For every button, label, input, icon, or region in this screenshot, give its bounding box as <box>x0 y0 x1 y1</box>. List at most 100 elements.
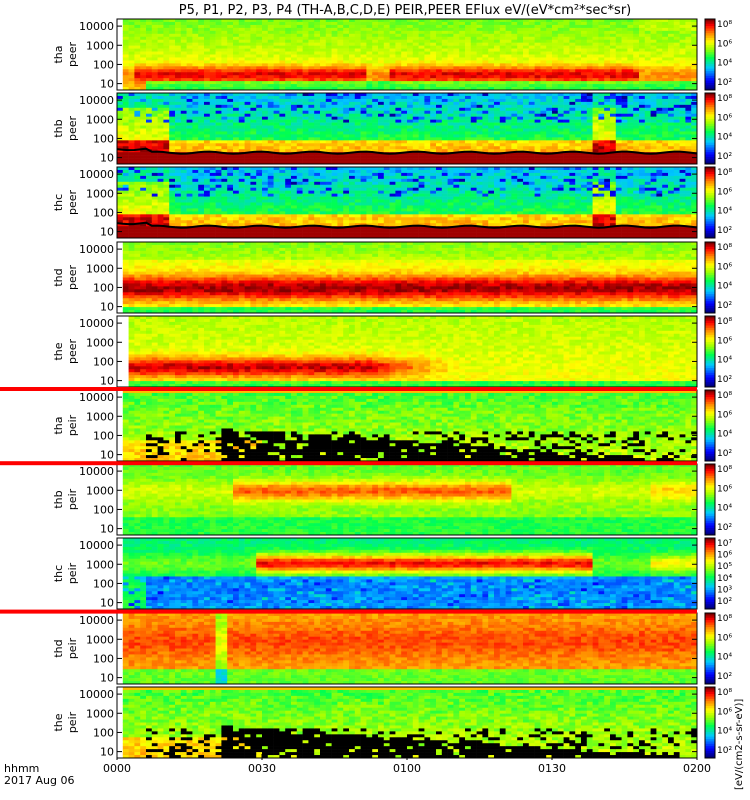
spectrogram-cell <box>175 123 181 126</box>
spectrogram-cell <box>245 99 251 102</box>
spectrogram-cell <box>482 78 488 81</box>
spectrogram-cell <box>129 78 135 81</box>
spectrogram-cell <box>575 37 581 40</box>
spectrogram-cell <box>598 52 604 55</box>
spectrogram-cell <box>320 72 326 75</box>
spectrogram-cell <box>407 126 413 129</box>
spectrogram-cell <box>540 155 546 158</box>
spectrogram-cell <box>216 69 222 72</box>
spectrogram-cell <box>546 22 552 25</box>
spectrogram-cell <box>227 78 233 81</box>
spectrogram-cell <box>645 105 651 108</box>
spectrogram-cell <box>604 43 610 46</box>
spectrogram-cell <box>529 111 535 114</box>
spectrogram-cell <box>146 49 152 52</box>
spectrogram-cell <box>662 137 668 140</box>
spectrogram-cell <box>581 72 587 75</box>
spectrogram-cell <box>204 99 210 102</box>
spectrogram-cell <box>691 114 697 117</box>
spectrogram-cell <box>210 111 216 114</box>
spectrogram-cell <box>169 60 175 63</box>
spectrogram-cell <box>314 155 320 158</box>
spectrogram-cell <box>239 108 245 111</box>
spectrogram-cell <box>279 55 285 58</box>
spectrogram-cell <box>564 126 570 129</box>
spectrogram-cell <box>488 105 494 108</box>
spectrogram-cell <box>488 72 494 75</box>
spectrogram-cell <box>424 84 430 87</box>
spectrogram-cell <box>343 155 349 158</box>
spectrogram-cell <box>384 22 390 25</box>
spectrogram-cell <box>158 84 164 87</box>
spectrogram-cell <box>569 126 575 129</box>
spectrogram-cell <box>674 114 680 117</box>
spectrogram-cell <box>482 140 488 143</box>
spectrogram-cell <box>384 155 390 158</box>
spectrogram-cell <box>378 99 384 102</box>
colorbar-swatch <box>705 143 715 146</box>
spectrogram-cell <box>685 72 691 75</box>
spectrogram-cell <box>216 99 222 102</box>
spectrogram-cell <box>587 84 593 87</box>
spectrogram-cell <box>245 120 251 123</box>
spectrogram-cell <box>129 123 135 126</box>
spectrogram-cell <box>134 182 140 185</box>
spectrogram-cell <box>587 43 593 46</box>
spectrogram-cell <box>569 31 575 34</box>
spectrogram-cell <box>616 158 622 161</box>
spectrogram-cell <box>187 114 193 117</box>
spectrogram-cell <box>326 102 332 105</box>
spectrogram-cell <box>517 126 523 129</box>
spectrogram-cell <box>384 129 390 132</box>
spectrogram-cell <box>564 146 570 149</box>
spectrogram-cell <box>343 99 349 102</box>
spectrogram-cell <box>140 52 146 55</box>
spectrogram-cell <box>378 81 384 84</box>
spectrogram-cell <box>558 143 564 146</box>
spectrogram-cell <box>453 69 459 72</box>
spectrogram-cell <box>169 66 175 69</box>
spectrogram-cell <box>384 66 390 69</box>
spectrogram-cell <box>169 105 175 108</box>
spectrogram-cell <box>297 37 303 40</box>
spectrogram-cell <box>239 137 245 140</box>
spectrogram-cell <box>158 143 164 146</box>
spectrogram-cell <box>616 72 622 75</box>
spectrogram-cell <box>430 81 436 84</box>
spectrogram-cell <box>552 111 558 114</box>
spectrogram-cell <box>610 140 616 143</box>
spectrogram-cell <box>593 55 599 58</box>
spectrogram-cell <box>459 22 465 25</box>
spectrogram-cell <box>320 102 326 105</box>
spectrogram-cell <box>361 25 367 28</box>
spectrogram-cell <box>395 78 401 81</box>
spectrogram-cell <box>146 84 152 87</box>
spectrogram-cell <box>459 75 465 78</box>
spectrogram-cell <box>430 140 436 143</box>
spectrogram-cell <box>129 37 135 40</box>
spectrogram-cell <box>395 69 401 72</box>
spectrogram-cell <box>204 129 210 132</box>
spectrogram-cell <box>146 111 152 114</box>
spectrogram-cell <box>268 31 274 34</box>
spectrogram-cell <box>221 131 227 134</box>
spectrogram-cell <box>656 34 662 37</box>
spectrogram-cell <box>581 57 587 60</box>
spectrogram-cell <box>279 57 285 60</box>
spectrogram-cell <box>506 69 512 72</box>
spectrogram-cell <box>198 126 204 129</box>
spectrogram-cell <box>268 22 274 25</box>
spectrogram-cell <box>291 78 297 81</box>
spectrogram-cell <box>227 25 233 28</box>
spectrogram-cell <box>465 155 471 158</box>
spectrogram-cell <box>204 22 210 25</box>
spectrogram-cell <box>523 40 529 43</box>
spectrogram-cell <box>349 57 355 60</box>
spectrogram-cell <box>407 108 413 111</box>
spectrogram-cell <box>685 126 691 129</box>
spectrogram-cell <box>250 75 256 78</box>
spectrogram-cell <box>146 22 152 25</box>
spectrogram-cell <box>372 111 378 114</box>
spectrogram-cell <box>210 69 216 72</box>
spectrogram-cell <box>395 155 401 158</box>
